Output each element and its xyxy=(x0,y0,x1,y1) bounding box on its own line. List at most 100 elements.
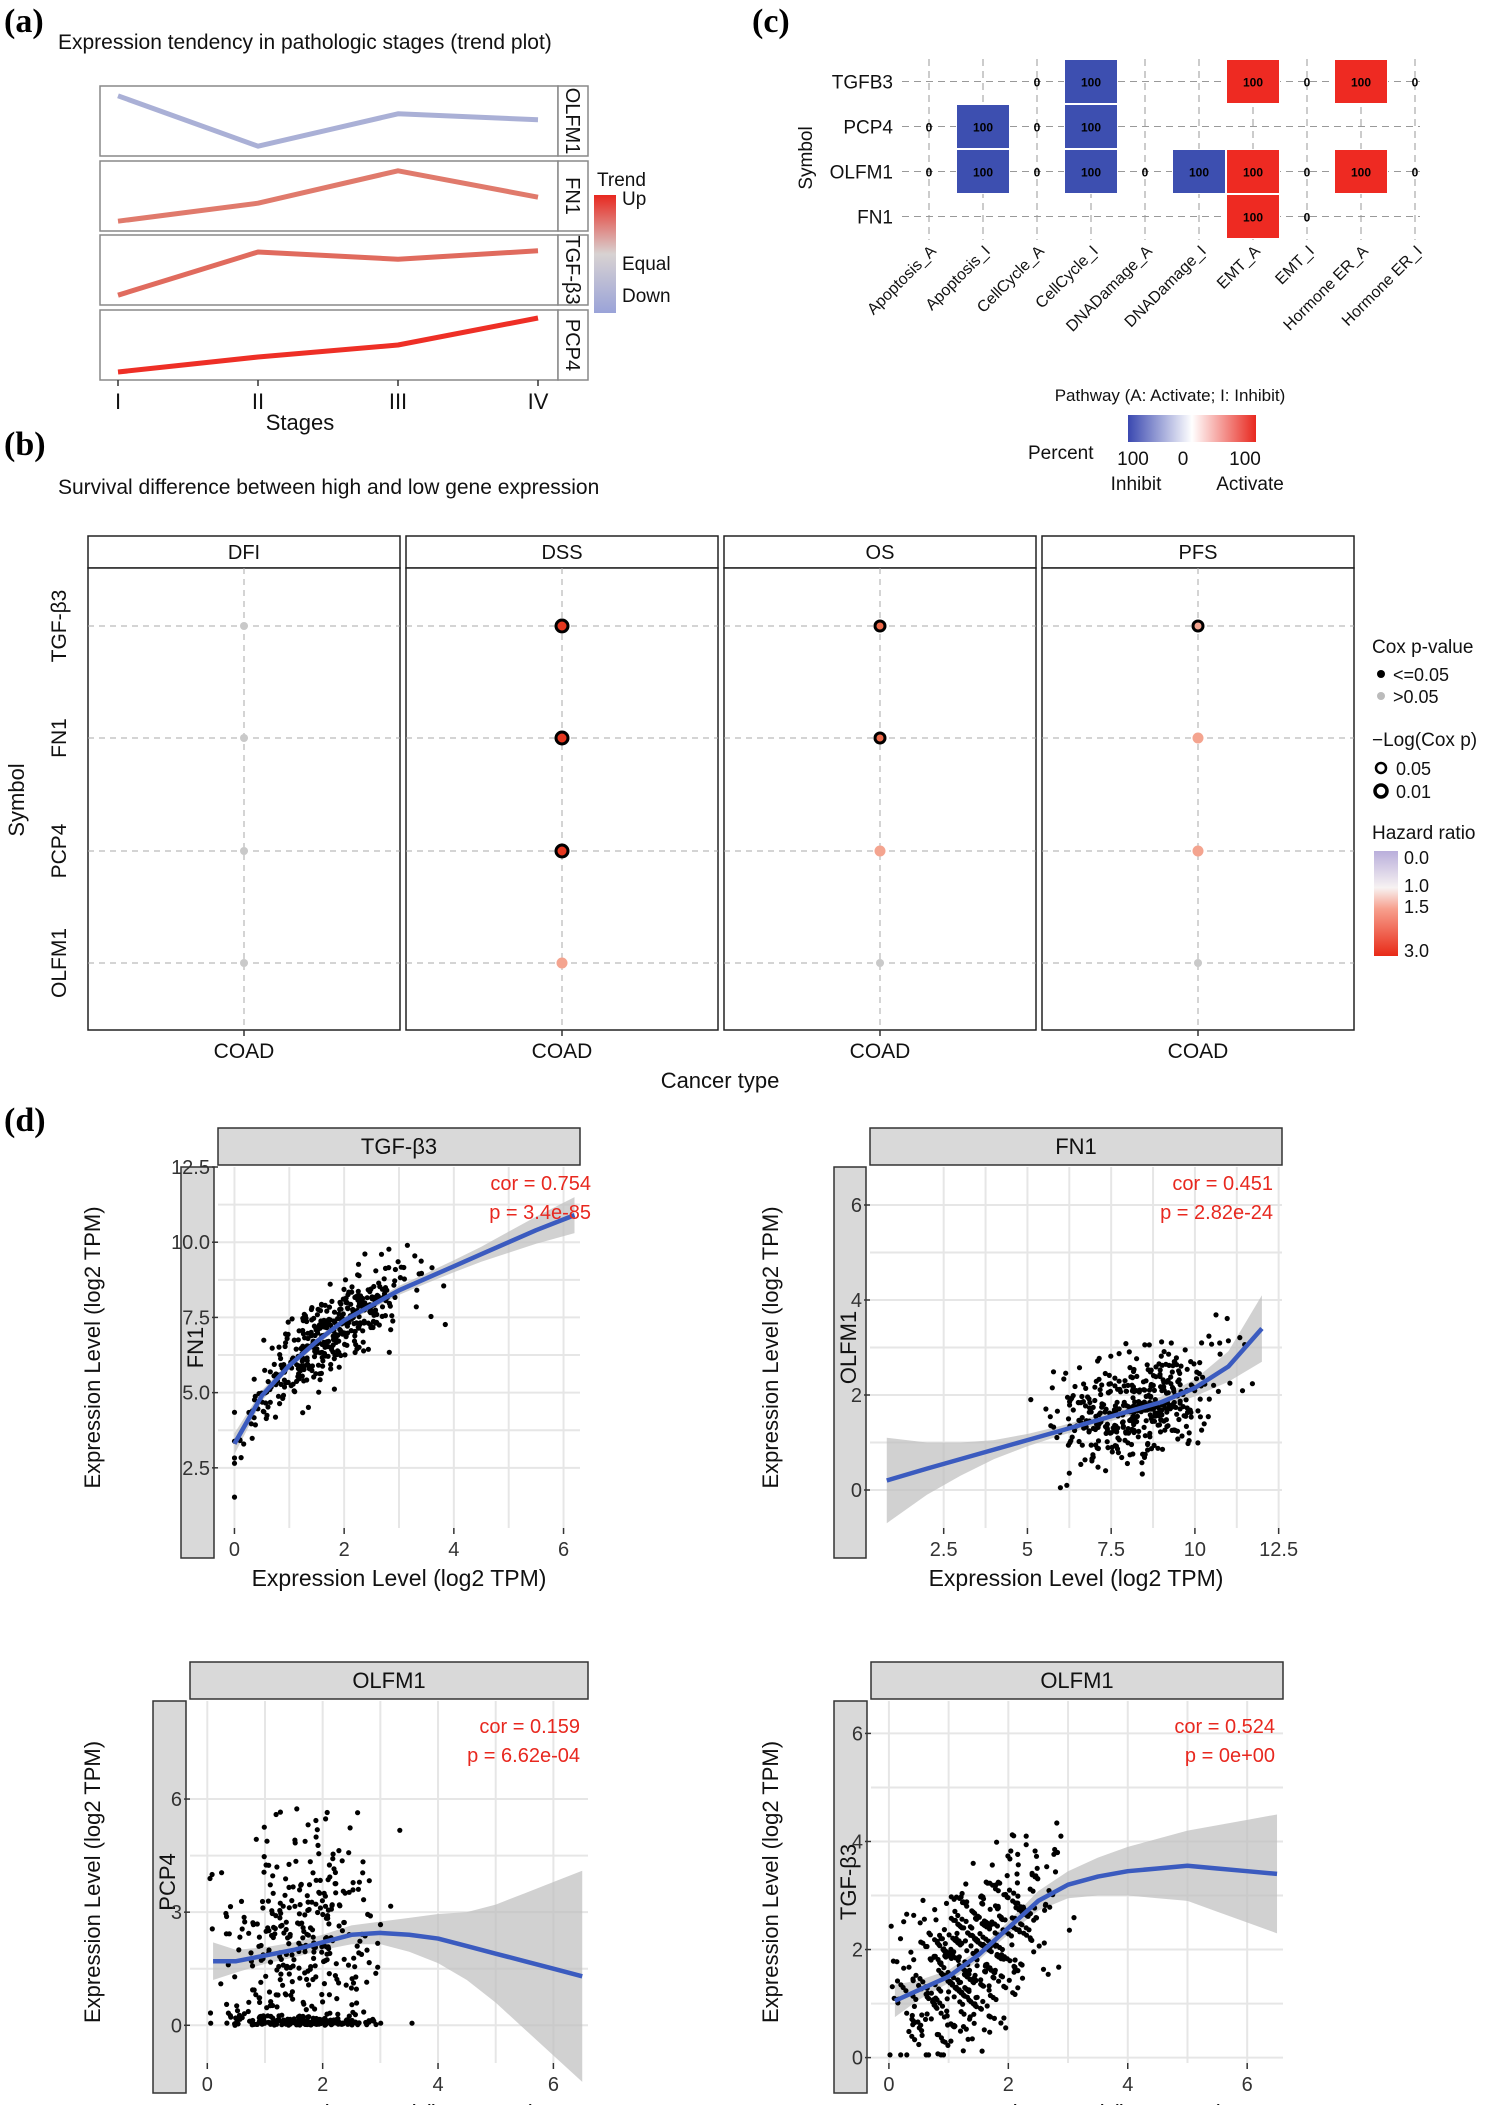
scatter-point xyxy=(1134,1373,1140,1379)
scatter-point xyxy=(1217,1340,1223,1346)
survival-y-tick-label-olfm1: OLFM1 xyxy=(48,928,71,998)
scatter-y-tick-label: 6 xyxy=(852,1723,863,1745)
scatter-point xyxy=(317,1877,323,1883)
scatter-y-tick-label: 7.5 xyxy=(182,1307,210,1329)
scatter-point xyxy=(251,1397,258,1403)
scatter-point xyxy=(1015,1851,1021,1857)
scatter-point xyxy=(1023,1833,1029,1839)
scatter-point xyxy=(384,1287,390,1293)
heatmap-row-label-pcp4: PCP4 xyxy=(843,118,893,139)
scatter-panel-d4: OLFM1 TGF-β3 0 2 4 6 0 2 4 6 Expression Level (log… xyxy=(758,1661,1284,2105)
scatter-point xyxy=(367,1310,374,1316)
scatter-top-strip-label: OLFM1 xyxy=(352,1668,425,1693)
scatter-point xyxy=(958,1894,964,1900)
scatter-point xyxy=(1144,1362,1150,1368)
scatter-point xyxy=(1123,1388,1129,1394)
scatter-x-tick-label: 5 xyxy=(1022,1539,1033,1561)
scatter-point xyxy=(301,1311,307,1317)
scatter-point xyxy=(392,1294,398,1300)
scatter-point xyxy=(1145,1367,1151,1373)
scatter-point xyxy=(442,1321,448,1328)
scatter-point xyxy=(236,1947,242,1953)
heatmap-col-label-emt-a: EMT_A xyxy=(1214,243,1264,293)
scatter-point xyxy=(1050,1369,1057,1375)
scatter-point xyxy=(304,1893,310,1899)
scatter-point xyxy=(261,1824,267,1830)
survival-strip-dss xyxy=(405,535,719,569)
survival-x-tick-label: COAD xyxy=(532,1040,593,1063)
scatter-point xyxy=(267,1399,273,1405)
scatter-point xyxy=(1105,1445,1111,1451)
scatter-point xyxy=(355,1288,361,1294)
scatter-point xyxy=(1186,1430,1192,1436)
scatter-point xyxy=(271,1924,277,1930)
scatter-point xyxy=(274,1967,280,1973)
scatter-point xyxy=(267,1369,273,1375)
scatter-point xyxy=(265,2019,271,2025)
scatter-point xyxy=(1151,1418,1158,1424)
scatter-x-tick-label: 2.5 xyxy=(930,1539,958,1561)
scatter-point xyxy=(289,1979,295,1985)
heatmap-row-label-tgfb3: TGFB3 xyxy=(832,73,893,94)
scatter-point xyxy=(1163,1417,1169,1423)
survival-y-tick-labels: TGF-β3 FN1 PCP4 OLFM1 xyxy=(48,590,71,998)
scatter-point xyxy=(959,1916,965,1922)
scatter-point xyxy=(283,1919,289,1925)
scatter-point xyxy=(331,1309,338,1315)
scatter-point xyxy=(364,1979,370,1985)
scatter-point xyxy=(328,1366,334,1372)
scatter-point xyxy=(278,1910,284,1916)
scatter-point xyxy=(898,1982,904,1988)
scatter-point xyxy=(314,1827,320,1833)
scatter-point xyxy=(302,1949,308,1955)
scatter-point xyxy=(313,1834,319,1840)
hr-tick-15: 1.5 xyxy=(1404,897,1429,917)
scatter-p-label: p = 2.82e-24 xyxy=(1160,1202,1273,1224)
scatter-point xyxy=(313,1877,319,1883)
scatter-x-tick-label: 0 xyxy=(229,1539,240,1561)
scatter-point xyxy=(367,1289,373,1295)
scatter-point xyxy=(316,1851,322,1857)
scatter-point xyxy=(989,1862,995,1868)
scatter-point xyxy=(269,2002,276,2009)
scatter-point xyxy=(1097,1410,1103,1416)
scatter-point xyxy=(428,1313,434,1320)
scatter-point xyxy=(324,1320,330,1326)
scatter-point xyxy=(301,2001,307,2007)
scatter-point xyxy=(954,1930,960,1936)
scatter-point xyxy=(930,1997,936,2003)
scatter-point xyxy=(441,1283,447,1289)
scatter-point xyxy=(295,2021,301,2028)
scatter-smooth-line xyxy=(893,1863,1278,2003)
scatter-point xyxy=(344,1323,350,1329)
scatter-point xyxy=(1089,1456,1095,1462)
scatter-point xyxy=(1142,1387,1148,1393)
survival-strip-label-os: OS xyxy=(866,542,895,564)
scatter-point xyxy=(1113,1408,1119,1414)
scatter-point xyxy=(1158,1384,1164,1390)
scatter-smooth-line xyxy=(886,1327,1264,1483)
scatter-point xyxy=(1162,1405,1168,1411)
scatter-point xyxy=(250,1922,256,1928)
heatmap-cell-olfm1-apoptosis-i xyxy=(956,149,1010,194)
scatter-point xyxy=(304,1355,310,1361)
scatter-point xyxy=(919,2012,925,2018)
trend-legend-down: Down xyxy=(622,286,671,307)
scatter-point xyxy=(1047,1414,1053,1420)
scatter-point xyxy=(342,1352,348,1358)
scatter-point xyxy=(1201,1421,1207,1427)
scatter-point xyxy=(1135,1434,1141,1440)
scatter-point xyxy=(283,1340,289,1346)
scatter-point xyxy=(1165,1390,1171,1396)
scatter-point xyxy=(1006,1887,1013,1893)
scatter-y-tick-label: 3 xyxy=(171,1902,182,1924)
scatter-point xyxy=(300,1935,306,1941)
scatter-point xyxy=(1076,1438,1082,1445)
scatter-point xyxy=(1014,1871,1020,1877)
scatter-point xyxy=(346,1889,352,1895)
scatter-point xyxy=(958,2009,964,2015)
scatter-point xyxy=(329,1903,335,1909)
scatter-point xyxy=(951,1994,957,2000)
scatter-point xyxy=(276,1344,282,1350)
scatter-point xyxy=(927,1956,933,1962)
